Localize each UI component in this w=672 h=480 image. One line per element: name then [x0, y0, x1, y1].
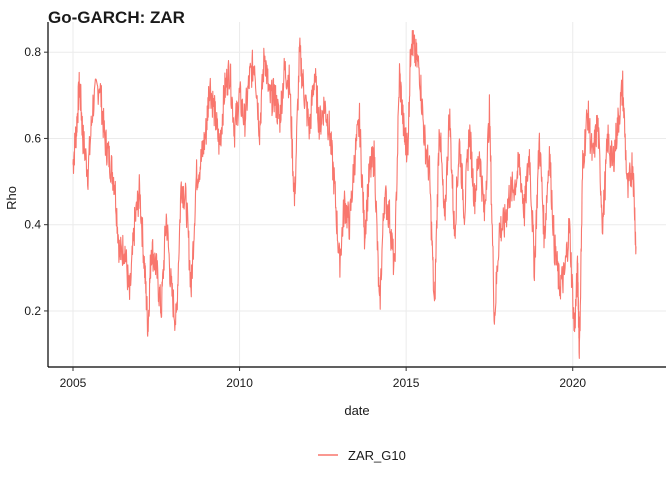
series-layer — [72, 30, 637, 359]
x-tick-label: 2015 — [393, 376, 420, 390]
axes: 2005 2010 2015 2020 0.2 0.4 0.6 0.8 — [24, 22, 666, 390]
y-tick-label: 0.2 — [24, 304, 41, 318]
chart-title: Go-GARCH: ZAR — [48, 8, 185, 27]
y-tick-label: 0.6 — [24, 131, 41, 145]
y-tick-label: 0.4 — [24, 218, 41, 232]
y-tick-label: 0.8 — [24, 45, 41, 59]
series-line-zar-g10 — [72, 30, 637, 359]
x-axis-title: date — [344, 403, 369, 418]
x-tick-label: 2005 — [60, 376, 87, 390]
legend: ZAR_G10 — [318, 448, 406, 463]
y-axis-title: Rho — [4, 186, 19, 210]
x-tick-label: 2010 — [226, 376, 253, 390]
legend-label-zar-g10: ZAR_G10 — [348, 448, 406, 463]
x-tick-label: 2020 — [559, 376, 586, 390]
